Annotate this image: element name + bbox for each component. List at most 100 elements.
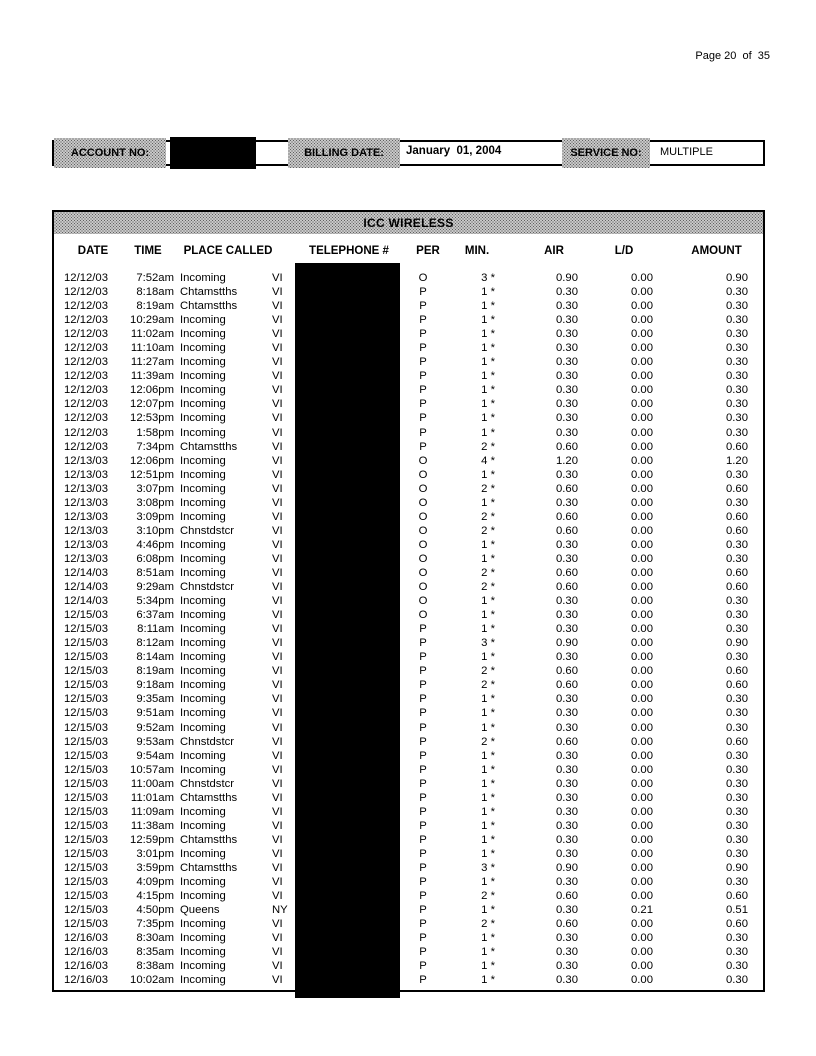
call-ld-charge: 0.00 [631, 974, 653, 987]
call-state: VI [272, 524, 283, 537]
call-amount: 0.60 [726, 581, 748, 594]
call-amount: 0.60 [726, 566, 748, 579]
call-air-charge: 0.30 [556, 623, 578, 636]
call-place-called: Incoming [180, 707, 226, 720]
call-amount: 0.30 [726, 384, 748, 397]
call-ld-charge: 0.00 [631, 847, 653, 860]
call-detail-table: ICC WIRELESS DATE TIME PLACE CALLED TELE… [52, 210, 765, 998]
call-record-row: 12/16/03 8:38am Incoming VI P 1 * 0.30 0… [54, 959, 763, 973]
call-period: P [419, 876, 427, 889]
call-minutes: 2 * [481, 440, 495, 453]
call-state: VI [272, 637, 283, 650]
call-amount: 0.30 [726, 342, 748, 355]
call-air-charge: 0.90 [556, 637, 578, 650]
call-time: 11:27am [130, 356, 174, 369]
call-date: 12/15/03 [64, 749, 108, 762]
call-date: 12/15/03 [64, 890, 108, 903]
call-date: 12/12/03 [64, 426, 108, 439]
call-record-row: 12/15/03 6:37am Incoming VI O 1 * 0.30 0… [54, 608, 763, 622]
call-period: O [418, 552, 428, 565]
call-time: 7:35pm [136, 918, 174, 931]
call-record-row: 12/15/03 9:54am Incoming VI P 1 * 0.30 0… [54, 749, 763, 763]
call-air-charge: 0.30 [556, 946, 578, 959]
call-date: 12/12/03 [64, 356, 108, 369]
call-date: 12/12/03 [64, 272, 108, 284]
call-state: VI [272, 974, 283, 987]
call-record-row: 12/15/03 12:59pm Chtamstths VI P 1 * 0.3… [54, 833, 763, 847]
call-ld-charge: 0.00 [631, 328, 653, 341]
call-amount: 0.30 [726, 398, 748, 411]
call-record-row: 12/12/03 1:58pm Incoming VI P 1 * 0.30 0… [54, 426, 763, 440]
call-ld-charge: 0.00 [631, 426, 653, 439]
call-amount: 0.30 [726, 538, 748, 551]
call-period: O [418, 524, 428, 537]
call-minutes: 2 * [481, 665, 495, 678]
call-amount: 0.60 [726, 510, 748, 523]
call-time: 9:53am [136, 735, 174, 748]
call-minutes: 1 * [481, 707, 495, 720]
call-place-called: Incoming [180, 974, 226, 987]
call-minutes: 1 * [481, 496, 495, 509]
call-place-called: Chtamstths [180, 286, 238, 299]
call-amount: 0.30 [726, 623, 748, 636]
call-place-called: Incoming [180, 749, 226, 762]
call-state: VI [272, 286, 283, 299]
call-amount: 0.90 [726, 637, 748, 650]
call-air-charge: 0.30 [556, 707, 578, 720]
call-ld-charge: 0.00 [631, 510, 653, 523]
call-record-row: 12/12/03 11:39am Incoming VI P 1 * 0.30 … [54, 369, 763, 383]
call-state: VI [272, 300, 283, 313]
call-place-called: Incoming [180, 496, 226, 509]
call-time: 9:35am [136, 693, 174, 706]
call-minutes: 1 * [481, 356, 495, 369]
call-time: 5:34pm [136, 595, 174, 608]
call-state: VI [272, 665, 283, 678]
call-ld-charge: 0.00 [631, 581, 653, 594]
call-time: 11:10am [130, 342, 174, 355]
call-date: 12/15/03 [64, 721, 108, 734]
call-period: P [419, 665, 427, 678]
call-ld-charge: 0.00 [631, 538, 653, 551]
call-state: VI [272, 735, 283, 748]
call-time: 11:00am [130, 777, 174, 790]
call-date: 12/14/03 [64, 595, 108, 608]
call-state: VI [272, 426, 283, 439]
call-record-row: 12/15/03 9:52am Incoming VI P 1 * 0.30 0… [54, 721, 763, 735]
call-period: O [418, 482, 428, 495]
call-date: 12/15/03 [64, 833, 108, 846]
call-state: VI [272, 356, 283, 369]
call-air-charge: 0.60 [556, 581, 578, 594]
call-state: VI [272, 623, 283, 636]
call-air-charge: 0.90 [556, 861, 578, 874]
call-minutes: 1 * [481, 876, 495, 889]
call-amount: 1.20 [726, 454, 748, 467]
call-period: P [419, 651, 427, 664]
call-date: 12/13/03 [64, 552, 108, 565]
call-period: P [419, 286, 427, 299]
call-ld-charge: 0.00 [631, 468, 653, 481]
call-period: P [419, 791, 427, 804]
call-state: VI [272, 847, 283, 860]
call-time: 8:19am [136, 300, 174, 313]
call-ld-charge: 0.21 [631, 904, 653, 917]
call-air-charge: 0.30 [556, 398, 578, 411]
call-state: VI [272, 861, 283, 874]
call-air-charge: 0.30 [556, 777, 578, 790]
call-air-charge: 0.30 [556, 356, 578, 369]
call-state: VI [272, 805, 283, 818]
call-ld-charge: 0.00 [631, 566, 653, 579]
call-minutes: 1 * [481, 398, 495, 411]
call-amount: 0.30 [726, 595, 748, 608]
call-ld-charge: 0.00 [631, 482, 653, 495]
call-air-charge: 0.60 [556, 665, 578, 678]
call-air-charge: 0.60 [556, 510, 578, 523]
call-air-charge: 0.60 [556, 735, 578, 748]
call-time: 11:39am [130, 370, 174, 383]
call-place-called: Incoming [180, 328, 226, 341]
call-date: 12/14/03 [64, 566, 108, 579]
call-place-called: Incoming [180, 805, 226, 818]
call-date: 12/15/03 [64, 665, 108, 678]
call-ld-charge: 0.00 [631, 876, 653, 889]
call-record-row: 12/15/03 4:15pm Incoming VI P 2 * 0.60 0… [54, 889, 763, 903]
call-place-called: Incoming [180, 426, 226, 439]
